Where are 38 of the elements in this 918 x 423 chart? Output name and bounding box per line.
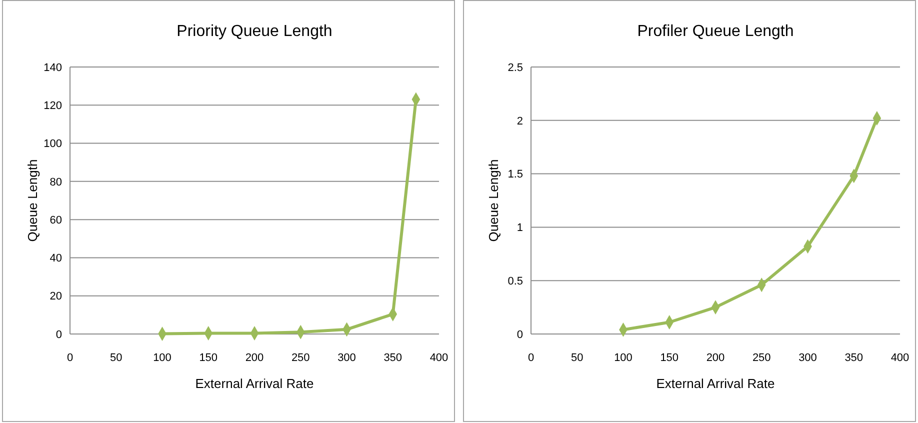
y-tick-label: 0.5 (508, 275, 523, 288)
y-axis-title: Queue Length (486, 159, 501, 242)
x-tick-label: 100 (153, 352, 172, 364)
x-tick-label: 300 (338, 352, 356, 364)
x-tick-label: 0 (66, 352, 74, 364)
y-tick-label: 60 (50, 214, 62, 226)
x-tick-label: 150 (199, 352, 218, 364)
y-axis-title: Queue Length (25, 159, 40, 242)
x-tick-label: 50 (110, 352, 122, 364)
x-axis-title: External Arrival Rate (656, 376, 775, 391)
y-tick-label: 0 (56, 328, 62, 341)
x-tick-label: 200 (245, 352, 264, 364)
x-tick-label: 400 (890, 352, 910, 364)
y-tick-label: 20 (50, 290, 62, 303)
x-tick-label: 0 (528, 352, 534, 364)
x-axis-title: External Arrival Rate (195, 376, 314, 391)
y-tick-label: 0 (516, 328, 523, 341)
x-tick-label: 350 (844, 352, 864, 364)
x-tick-label: 50 (571, 352, 584, 364)
y-tick-label: 1 (516, 222, 523, 234)
x-tick-label: 200 (706, 352, 725, 364)
x-tick-label: 100 (614, 352, 632, 364)
chart-title: Priority Queue Length (176, 23, 332, 40)
y-tick-label: 80 (50, 176, 62, 188)
x-tick-label: 250 (752, 352, 771, 364)
y-tick-label: 2 (516, 115, 523, 128)
x-tick-label: 400 (430, 352, 448, 364)
y-tick-label: 2.5 (508, 62, 523, 74)
x-tick-label: 300 (798, 352, 817, 364)
x-tick-label: 150 (660, 352, 679, 364)
x-tick-label: 250 (291, 352, 310, 364)
y-tick-label: 120 (44, 100, 62, 112)
chart-title: Profiler Queue Length (637, 23, 794, 40)
y-tick-label: 40 (50, 252, 62, 265)
y-tick-label: 1.5 (508, 168, 523, 181)
y-tick-label: 140 (44, 62, 62, 74)
y-tick-label: 100 (44, 138, 62, 150)
x-tick-label: 350 (384, 352, 402, 364)
